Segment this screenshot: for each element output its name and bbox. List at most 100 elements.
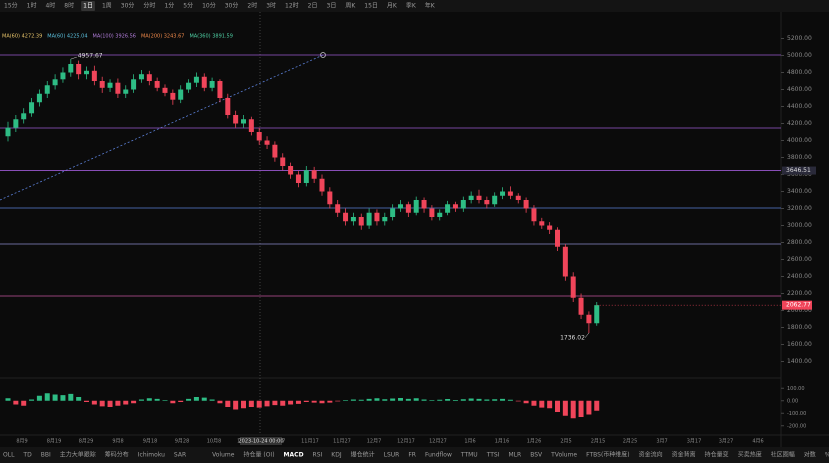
interval-tab[interactable]: 30分 (225, 2, 239, 10)
interval-tab[interactable]: 季K (406, 2, 417, 10)
indicator-tab[interactable]: TTSI (486, 452, 500, 459)
x-tick-label: 2月15 (591, 439, 606, 445)
interval-tab[interactable]: 15分 (4, 2, 18, 10)
x-tick-label: 9月18 (143, 439, 158, 445)
indicator-tab[interactable]: TTMU (460, 452, 478, 459)
candle-body (29, 102, 35, 114)
indicator-tab[interactable]: 爆仓统计 (351, 451, 375, 459)
x-tick-label: 2月5 (560, 439, 571, 445)
indicator-tab[interactable]: SAR (174, 452, 186, 459)
y-tick-label: 2800.00 (787, 239, 812, 246)
x-tick-label: 4月6 (752, 439, 763, 445)
candle-body (68, 64, 74, 73)
interval-tab[interactable]: 8时 (64, 2, 74, 10)
candle-body (555, 229, 560, 247)
macd-bar (131, 400, 137, 404)
candle-body (562, 246, 568, 277)
indicator-tab[interactable]: 对数 (804, 451, 816, 459)
interval-tab[interactable]: 1时 (27, 2, 37, 10)
indicator-tab[interactable]: TD (22, 452, 32, 459)
macd-bar (539, 400, 545, 408)
candle-body (233, 115, 239, 124)
indicator-tab[interactable]: FTBS(币种维度) (586, 451, 630, 459)
macd-bar (29, 399, 35, 401)
macd-bar (578, 400, 584, 417)
candle-body (531, 208, 537, 222)
interval-tab[interactable]: 2日 (308, 3, 318, 10)
indicator-tab[interactable]: OLL (3, 452, 15, 459)
macd-bar (241, 400, 246, 409)
interval-selected (81, 1, 95, 11)
macd-bar (507, 399, 513, 401)
interval-tab[interactable]: 年K (425, 2, 436, 10)
level-label-bg (782, 166, 816, 175)
macd-bar (288, 400, 294, 405)
candle-body (500, 191, 506, 196)
interval-tab[interactable]: 月K (387, 3, 398, 10)
indicator-tab[interactable]: 持仓量变 (705, 451, 729, 459)
interval-tab[interactable]: 30分 (121, 2, 135, 10)
candle-body (256, 132, 262, 141)
candle-body (154, 81, 160, 88)
indicator-tab[interactable]: BSV (530, 452, 543, 459)
high-pointer (70, 56, 77, 60)
indicator-tab[interactable]: LSUR (384, 452, 400, 459)
interval-tab[interactable]: 1日 (83, 3, 93, 10)
candle-body (295, 174, 301, 183)
candle-body (452, 204, 458, 209)
interval-tab[interactable]: 4时 (45, 2, 55, 10)
price-label-bg (782, 300, 812, 310)
indicator-tab[interactable]: BBI (41, 452, 51, 459)
interval-tab[interactable]: 3日 (327, 3, 337, 10)
indicator-tab[interactable]: 买卖热度 (738, 451, 762, 459)
crosshair-label-bg (240, 437, 282, 445)
interval-tab[interactable]: 2时 (247, 2, 257, 10)
macd-bar (44, 393, 50, 401)
indicator-tab[interactable]: TVolume (550, 452, 577, 459)
indicator-tab[interactable]: KDJ (331, 452, 342, 459)
macd-bar (437, 399, 443, 401)
indicator-tab[interactable]: MACD (284, 452, 304, 459)
indicator-tab[interactable]: 筹码分布 (105, 451, 129, 459)
candle-body (437, 212, 443, 217)
indicator-tab[interactable]: 资金背离 (672, 451, 696, 459)
x-tick-label: 12月27 (429, 439, 447, 445)
interval-tab[interactable]: 分时 (143, 2, 155, 10)
ma-legend: MA(200) 3243.67 (141, 34, 184, 40)
indicator-tab[interactable]: 持仓量 (OI) (243, 451, 274, 459)
indicator-tab[interactable]: FR (408, 452, 416, 459)
indicator-tab[interactable]: % (825, 452, 829, 459)
x-tick-label: 9月8 (112, 439, 123, 445)
indicator-tab[interactable]: Ichimoku (138, 452, 165, 459)
indicator-tab[interactable]: Fundflow (425, 452, 452, 459)
candle-body (272, 144, 278, 158)
macd-bar (272, 400, 278, 406)
candle-body (123, 89, 129, 94)
interval-tab[interactable]: 15日 (364, 3, 378, 10)
macd-bar (154, 398, 160, 401)
indicator-tab[interactable]: MLR (509, 452, 522, 459)
candle-body (131, 79, 137, 90)
indicator-tab[interactable]: 主力大单跟踪 (60, 451, 96, 459)
candle-body (5, 127, 11, 137)
y-tick-label: 4800.00 (787, 69, 812, 76)
interval-tab[interactable]: 5分 (183, 2, 193, 10)
macd-bar (382, 399, 388, 401)
indicator-tab[interactable]: RSI (313, 452, 323, 459)
interval-tab[interactable]: 12时 (285, 2, 299, 10)
interval-tab[interactable]: 3时 (266, 2, 276, 10)
macd-bar (68, 393, 74, 401)
interval-tab[interactable]: 周K (345, 3, 356, 10)
indicator-tab[interactable]: Volume (212, 452, 235, 459)
candle-body (217, 81, 223, 98)
indicator-tab[interactable]: 资金流向 (639, 451, 663, 459)
indicator-tab[interactable]: 社区圈幅 (771, 451, 795, 459)
x-tick-label: 10月8 (207, 439, 222, 445)
interval-tab[interactable]: 1周 (102, 3, 112, 10)
interval-tab[interactable]: 1分 (164, 2, 174, 10)
macd-bar (594, 400, 600, 411)
macd-bar (170, 400, 176, 404)
interval-tab[interactable]: 10分 (202, 2, 216, 10)
macd-bar (374, 398, 380, 401)
